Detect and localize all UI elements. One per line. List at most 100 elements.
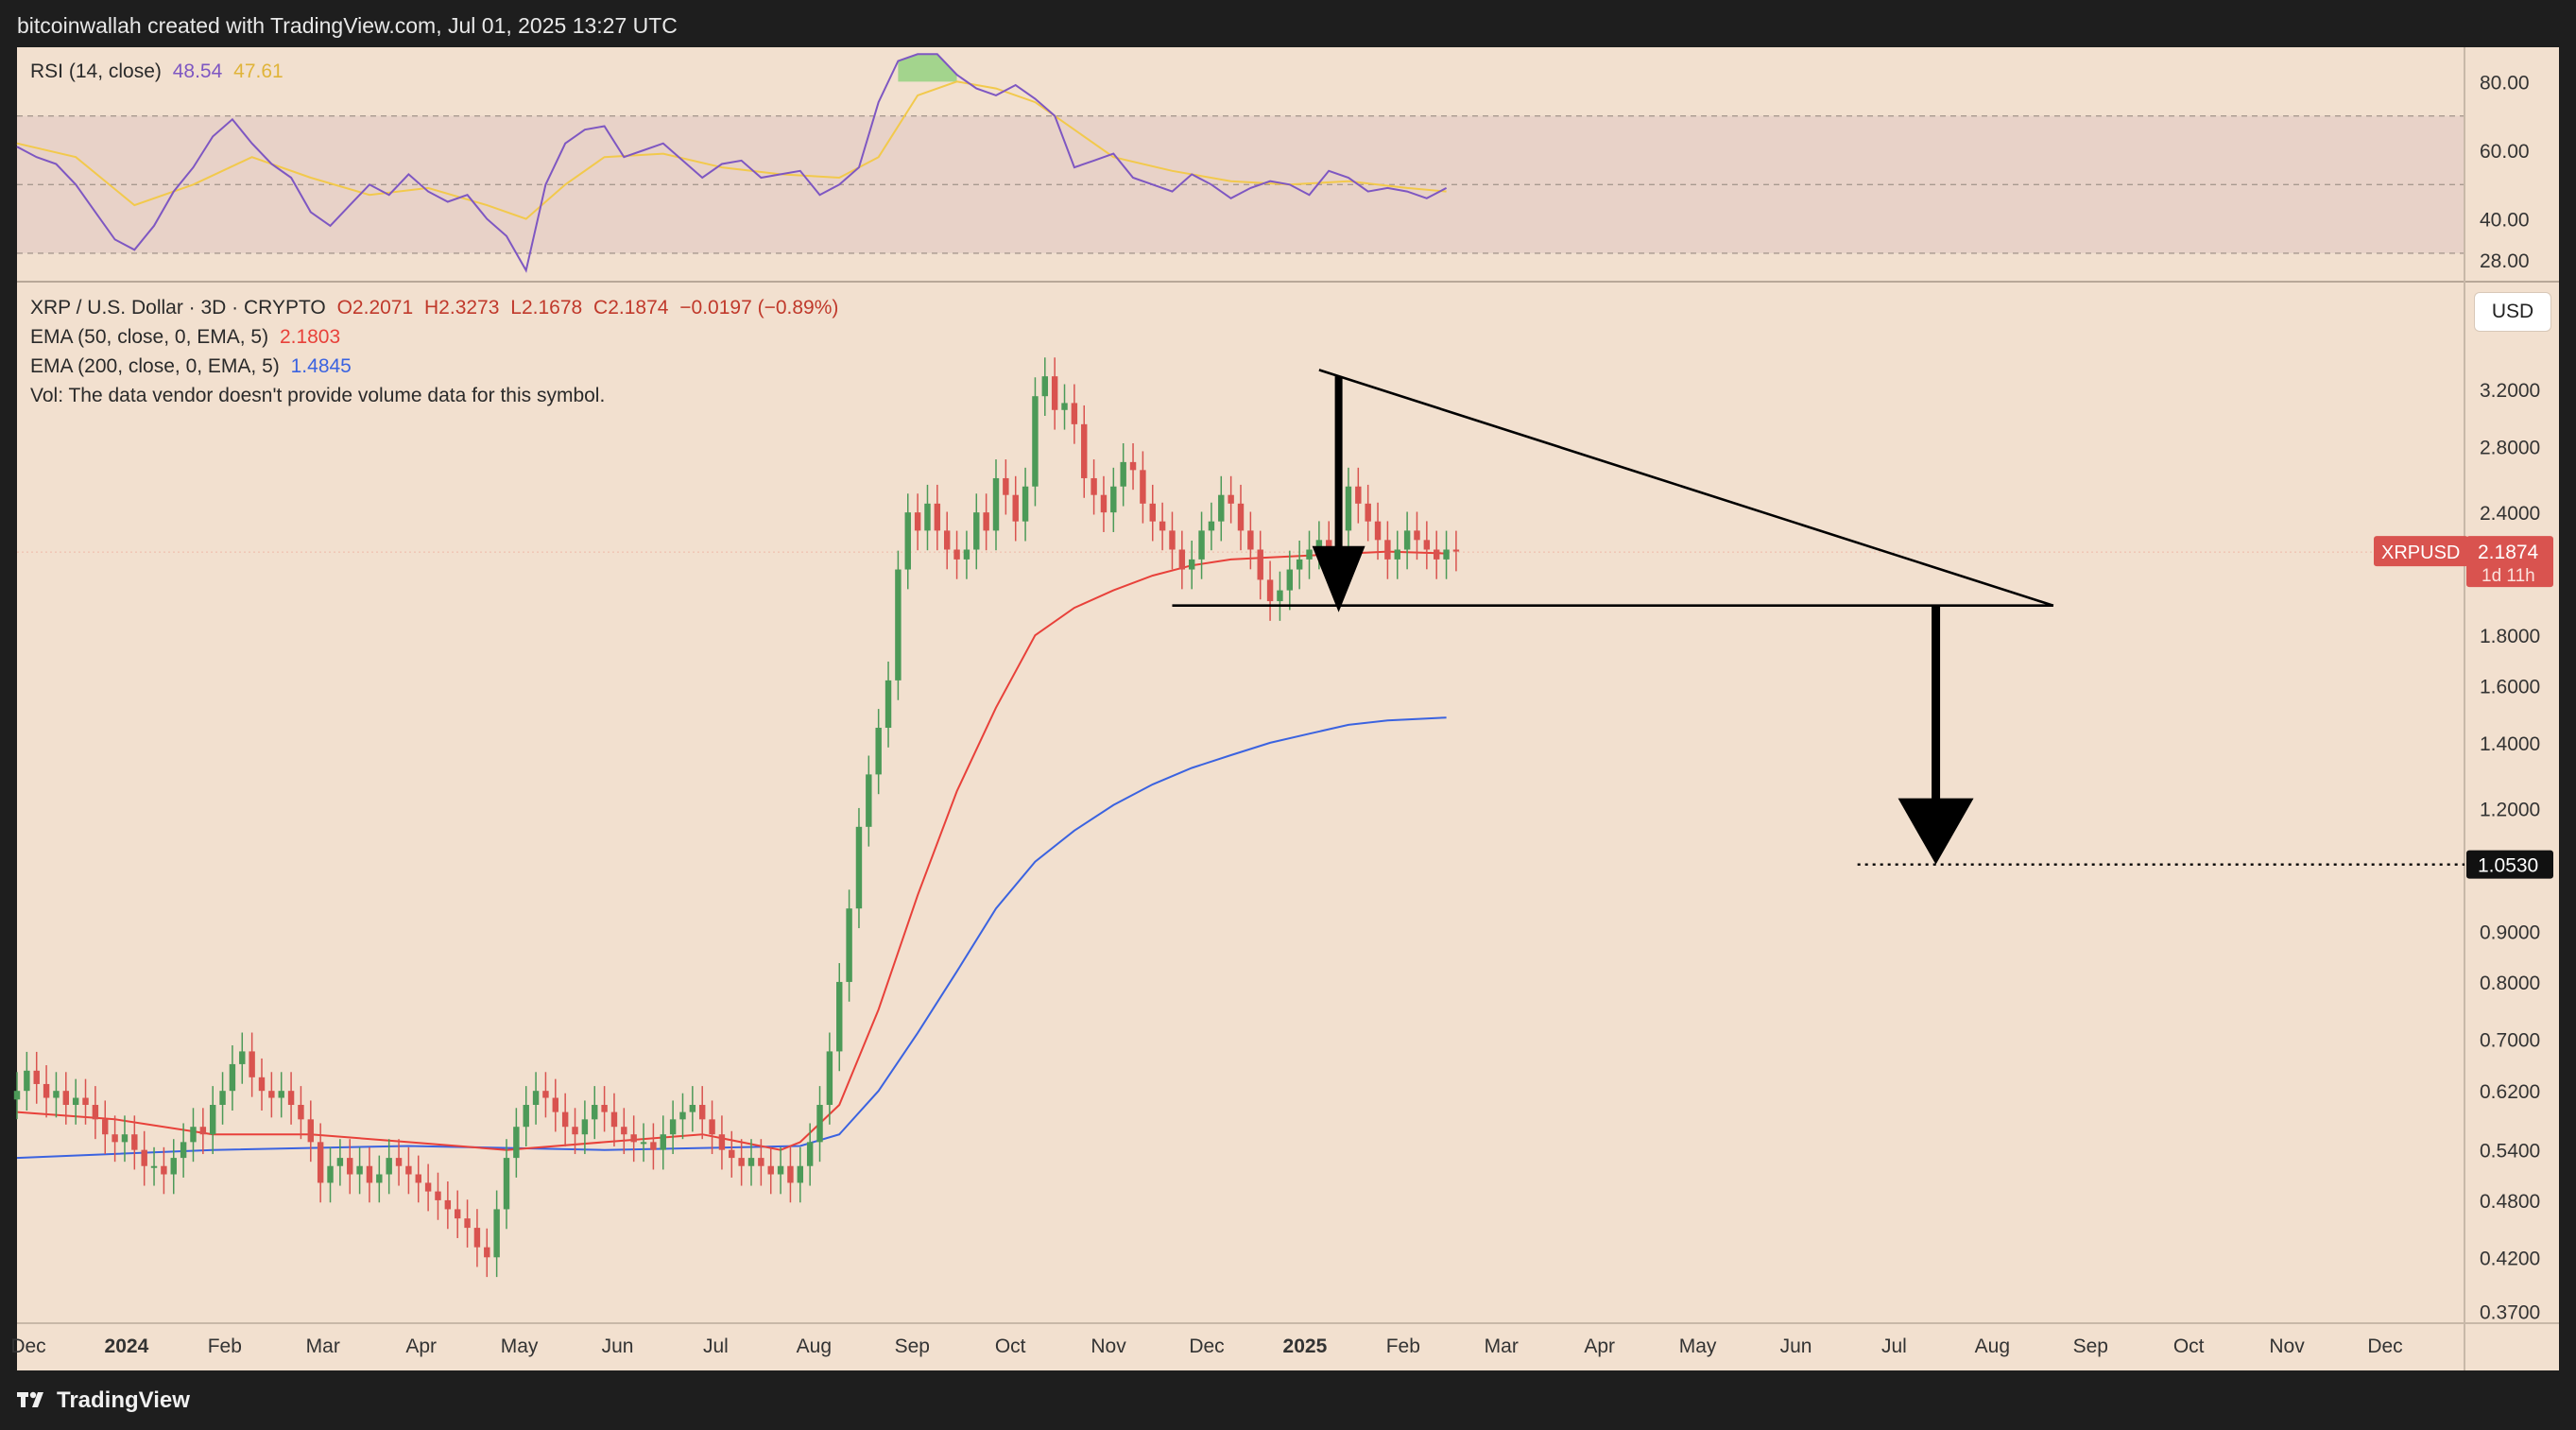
ema50-value: 2.1803	[279, 326, 341, 348]
candle-body	[53, 1091, 60, 1098]
time-x-tick: Dec	[2367, 1335, 2402, 1357]
candle-body	[1188, 559, 1195, 570]
time-x-tick: Nov	[2269, 1335, 2305, 1357]
candle-body	[513, 1127, 520, 1159]
time-x-tick: Sep	[2073, 1335, 2108, 1357]
candle-body	[592, 1105, 598, 1120]
candle-body	[934, 503, 941, 531]
candle-body	[1384, 540, 1391, 560]
candle-body	[366, 1165, 373, 1183]
candle-body	[1394, 549, 1400, 560]
candle-body	[640, 1142, 647, 1145]
time-x-tick: Jun	[602, 1335, 634, 1357]
candle-body	[161, 1165, 167, 1175]
candle-body	[963, 549, 970, 560]
candle-body	[1247, 530, 1254, 550]
candle-body	[141, 1149, 147, 1166]
candle-body	[758, 1158, 764, 1166]
time-x-tick: Mar	[306, 1335, 340, 1357]
price-y-tick: 1.6000	[2480, 676, 2540, 698]
time-x-tick: May	[1679, 1335, 1717, 1357]
candle-body	[473, 1228, 481, 1248]
candle-body	[1159, 521, 1166, 531]
price-y-tick: 0.5400	[2480, 1141, 2540, 1163]
price-y-tick: 2.8000	[2480, 437, 2540, 458]
ema50-legend: EMA (50, close, 0, EMA, 5) 2.1803	[30, 326, 346, 349]
candle-body	[943, 530, 951, 550]
candle-body	[180, 1142, 187, 1159]
candle-body	[170, 1158, 177, 1175]
candle-body	[983, 512, 989, 531]
candle-body	[33, 1070, 40, 1084]
candle-body	[102, 1119, 109, 1135]
time-x-tick: Dec	[1189, 1335, 1224, 1357]
currency-button[interactable]: USD	[2474, 292, 2551, 332]
price-y-tick: 0.8000	[2480, 973, 2540, 994]
close-value: C2.1874	[593, 297, 669, 319]
candle-body	[787, 1165, 794, 1183]
candle-body	[650, 1142, 657, 1150]
candle-body	[1326, 540, 1332, 550]
candle-body	[82, 1097, 89, 1106]
candle-body	[1257, 549, 1263, 580]
projection-arrow-head	[1898, 798, 1974, 865]
time-x-tick: 2024	[105, 1335, 149, 1357]
candle-body	[454, 1209, 461, 1219]
time-x-tick: Oct	[2173, 1335, 2205, 1357]
candle-body	[561, 1111, 569, 1128]
candle-body	[718, 1134, 726, 1150]
ema200-value: 1.4845	[290, 355, 352, 377]
candle-body	[1178, 549, 1186, 570]
candle-body	[1081, 423, 1088, 478]
candle-body	[523, 1105, 529, 1128]
ema50-line	[16, 550, 1447, 1151]
candle-body	[1443, 549, 1450, 560]
candle-body	[777, 1165, 784, 1175]
resistance-trendline	[1318, 369, 2054, 607]
candle-body	[826, 1051, 833, 1106]
target-tag-bg	[2466, 850, 2553, 879]
change-value: −0.0197 (−0.89%)	[679, 297, 839, 319]
time-x-tick: Jun	[1780, 1335, 1812, 1357]
candle-body	[709, 1119, 715, 1135]
symbol-label: XRP / U.S. Dollar · 3D · CRYPTO	[30, 297, 326, 319]
projection-arrow-shaft	[1932, 605, 1941, 802]
time-x-tick: Mar	[1485, 1335, 1519, 1357]
candle-body	[1414, 530, 1420, 541]
rsi-line	[16, 53, 1448, 273]
candle-body	[229, 1063, 236, 1092]
low-value: L2.1678	[510, 297, 583, 319]
candle-body	[131, 1134, 138, 1150]
price-y-tick: 0.9000	[2480, 922, 2540, 944]
candle-body	[249, 1051, 255, 1077]
time-x-tick: May	[501, 1335, 539, 1357]
candle-body	[1374, 521, 1382, 541]
open-value: O2.2071	[336, 297, 414, 319]
candle-body	[415, 1174, 421, 1183]
xrp-chart: 80.0060.0040.0028.003.80003.20002.80002.…	[10, 47, 2559, 1370]
candle-body	[1306, 549, 1313, 560]
candle-body	[875, 728, 882, 775]
candle-body	[1355, 486, 1362, 504]
candle-body	[43, 1083, 50, 1098]
candle-body	[895, 569, 902, 681]
candle-body	[1266, 579, 1274, 602]
price-y-tick: 1.2000	[2480, 800, 2540, 821]
candle-body	[1061, 403, 1068, 410]
candle-body	[532, 1091, 540, 1106]
candle-body	[336, 1158, 344, 1166]
candle-body	[542, 1091, 549, 1098]
candle-body	[747, 1158, 755, 1166]
candle-body	[689, 1105, 696, 1112]
candle-body	[121, 1134, 129, 1143]
candle-body	[679, 1111, 686, 1120]
time-x-tick: Apr	[1584, 1335, 1615, 1357]
volume-note: Vol: The data vendor doesn't provide vol…	[30, 385, 610, 407]
candle-body	[992, 477, 1000, 531]
chart-credit: bitcoinwallah created with TradingView.c…	[17, 13, 678, 38]
candle-body	[62, 1091, 70, 1106]
target-tag-text: 1.0530	[2478, 855, 2538, 877]
projection-arrow-head	[1312, 545, 1365, 612]
rsi-y-tick: 40.00	[2480, 210, 2530, 232]
candle-body	[1012, 494, 1019, 522]
